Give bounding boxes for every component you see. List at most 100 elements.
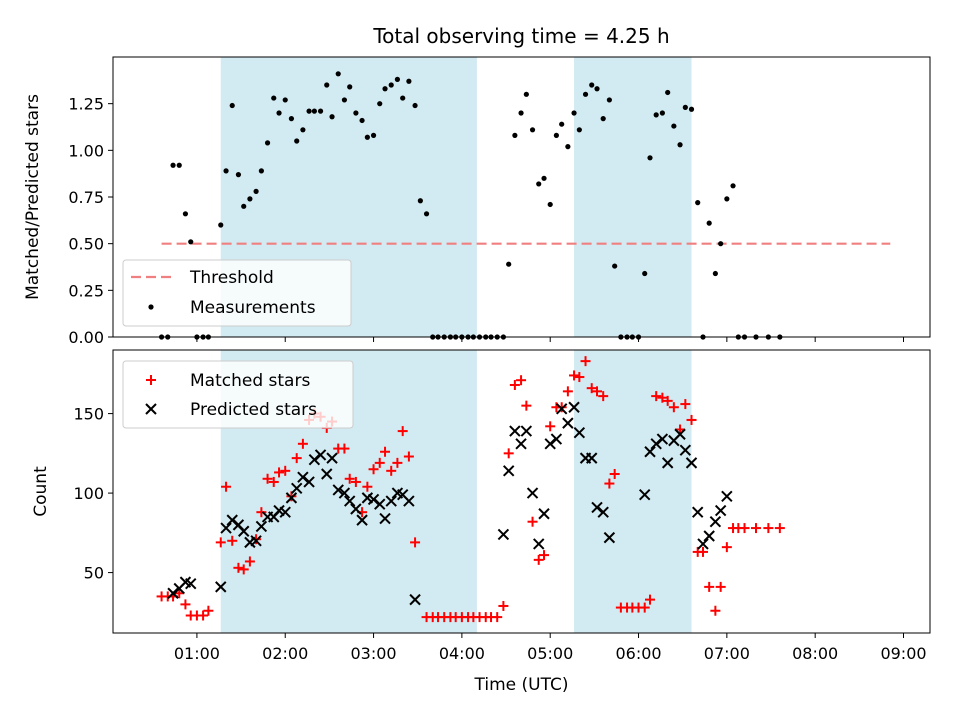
matched-star-point	[291, 453, 302, 464]
measurement-point	[394, 76, 401, 82]
measurement-point	[347, 84, 353, 90]
predicted-star-point	[538, 508, 550, 520]
x-tick-label: 04:00	[439, 644, 485, 663]
measurement-point	[170, 162, 176, 168]
measurement-point	[317, 108, 324, 114]
x-tick-label: 01:00	[174, 644, 220, 663]
predicted-star-point	[344, 495, 356, 507]
measurement-point	[730, 183, 736, 189]
measurement-point	[547, 201, 553, 208]
predicted-star-point	[279, 506, 291, 518]
predicted-star-point	[185, 578, 197, 590]
measurement-point	[229, 102, 235, 109]
measurement-point	[682, 104, 688, 110]
predicted-star-point	[533, 538, 545, 550]
chart-title: Total observing time = 4.25 h	[372, 24, 669, 48]
matched-star-point	[221, 481, 232, 492]
matched-star-point	[698, 546, 709, 557]
predicted-star-point	[385, 495, 397, 507]
matched-star-point	[180, 599, 191, 610]
measurement-point	[529, 127, 536, 133]
measurement-point	[688, 106, 695, 112]
matched-star-point	[280, 465, 291, 476]
matched-star-point	[268, 476, 279, 487]
measurement-point	[695, 200, 701, 206]
measurement-point	[288, 116, 295, 122]
measurement-point	[218, 222, 224, 228]
predicted-star-point	[568, 401, 580, 413]
top-panel: 0.00 0.25 0.50 0.75 1.00 1.25 Threshold Measure…	[68, 56, 931, 347]
legend-threshold-label: Threshold	[189, 268, 274, 288]
predicted-star-point	[603, 531, 616, 544]
measurement-point	[576, 127, 582, 133]
predicted-star-point	[409, 593, 421, 606]
y-axis-label-bottom: Count	[31, 466, 51, 517]
predicted-star-point	[509, 425, 521, 437]
predicted-star-point	[356, 514, 368, 526]
measurement-point	[282, 97, 288, 103]
matched-star-point	[297, 438, 308, 449]
x-tick-label: 07:00	[704, 644, 750, 663]
measurement-point	[223, 168, 229, 174]
predicted-star-point	[515, 438, 527, 450]
predicted-star-point	[220, 522, 232, 534]
legend-predicted-label: Predicted stars	[190, 400, 317, 420]
matched-star-point	[274, 467, 285, 478]
matched-star-point	[533, 554, 544, 565]
predicted-star-point	[291, 482, 303, 495]
matched-star-point	[710, 605, 721, 616]
predicted-star-point	[555, 403, 568, 415]
measurement-point	[536, 181, 542, 187]
measurement-point	[182, 211, 189, 217]
measurement-point	[653, 112, 659, 118]
legend-matched-label: Matched stars	[190, 371, 310, 391]
x-tick-label: 08:00	[792, 644, 838, 663]
measurement-point	[406, 78, 412, 84]
measurement-point	[518, 110, 524, 116]
y-tick-label: 1.00	[68, 141, 104, 160]
measurement-point	[594, 86, 600, 92]
bottom-legend: Matched stars Predicted stars	[122, 360, 354, 429]
measurement-point	[311, 108, 317, 114]
predicted-star-point	[550, 433, 563, 445]
matched-star-point	[675, 424, 686, 435]
predicted-star-point	[321, 468, 333, 480]
matched-star-point	[203, 605, 214, 616]
measurement-point	[706, 220, 712, 226]
predicted-star-point	[721, 490, 733, 502]
matched-star-point	[539, 550, 550, 561]
measurement-point	[264, 140, 271, 146]
measurement-point	[400, 95, 406, 101]
measurement-point	[600, 116, 606, 122]
matched-star-point	[662, 395, 673, 406]
matched-star-point	[386, 465, 397, 476]
y-tick-label: 150	[73, 405, 104, 424]
measurement-point	[677, 142, 683, 148]
measurement-point	[388, 82, 394, 88]
matched-star-point	[569, 370, 580, 381]
measurement-point	[235, 172, 242, 178]
legend-measurement-swatch	[148, 304, 154, 310]
legend-box	[122, 259, 352, 327]
predicted-star-point	[338, 487, 351, 499]
predicted-star-point	[691, 506, 704, 518]
y-tick-label: 100	[73, 484, 104, 503]
predicted-star-point	[326, 452, 338, 464]
matched-star-point	[686, 414, 697, 425]
matched-star-point	[704, 581, 715, 592]
matched-star-point	[233, 562, 244, 573]
measurement-point	[341, 97, 348, 103]
x-tick-label: 03:00	[351, 644, 397, 663]
measurement-point	[423, 211, 430, 217]
matched-star-point	[592, 386, 603, 397]
x-tick-label: 09:00	[880, 644, 926, 663]
matched-star-point	[739, 523, 750, 534]
y-tick-label: 0.25	[68, 281, 104, 300]
shaded-interval	[574, 57, 692, 337]
matched-star-point	[403, 451, 414, 462]
legend-measurement-label: Measurements	[190, 298, 316, 318]
measurement-point	[589, 82, 595, 88]
measurement-point	[294, 138, 300, 144]
matched-star-point	[580, 356, 591, 367]
